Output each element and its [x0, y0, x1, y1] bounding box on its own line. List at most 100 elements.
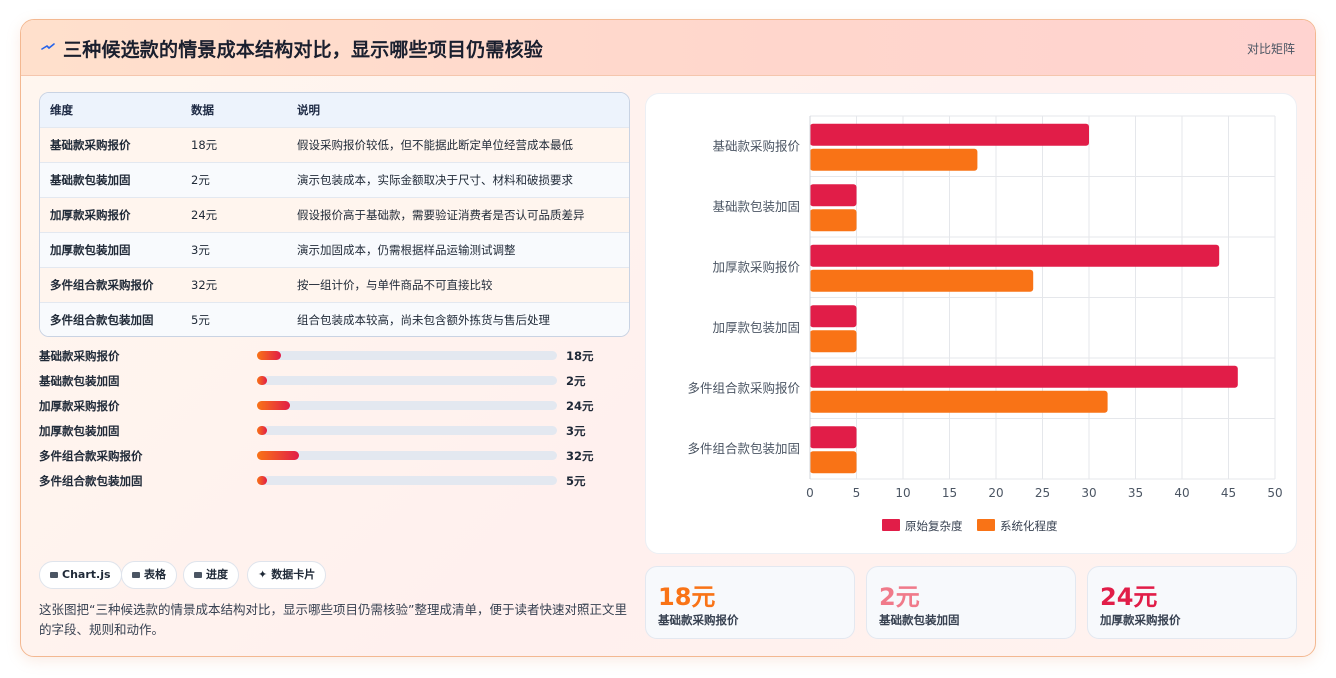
legend-swatch	[977, 519, 995, 531]
chip-table[interactable]: 表格	[121, 561, 177, 589]
table-cell: 按一组计价，与单件商品不可直接比较	[297, 278, 493, 292]
y-tick-label: 多件组合款采购报价	[687, 380, 800, 395]
data-table: 维度 数据 说明 基础款采购报价 18元 假设采购报价较低，但不能据此断定单位经…	[39, 92, 630, 337]
progress-icon	[194, 572, 202, 578]
y-tick-label: 多件组合款包装加固	[687, 441, 800, 456]
table-cell: 演示加固成本，仍需根据样品运输测试调整	[297, 243, 516, 257]
x-tick-label: 5	[853, 486, 861, 500]
stat-label: 基础款采购报价	[658, 613, 739, 627]
progress-label: 多件组合款包装加固	[39, 474, 143, 488]
bar-series-2	[810, 209, 857, 232]
table-cell: 18元	[191, 138, 218, 152]
x-tick-label: 30	[1081, 486, 1096, 500]
legend-label: 原始复杂度	[905, 519, 963, 533]
table-cell: 多件组合款采购报价	[50, 278, 154, 292]
table-cell: 3元	[191, 243, 210, 257]
progress-track	[257, 426, 557, 435]
table-row: 多件组合款采购报价 32元 按一组计价，与单件商品不可直接比较	[40, 267, 629, 302]
progress-track	[257, 476, 557, 485]
stat-label: 基础款包装加固	[879, 613, 960, 627]
progress-row: 多件组合款采购报价 32元	[39, 446, 599, 466]
table-header: 维度 数据 说明	[40, 93, 629, 127]
column-header: 说明	[297, 103, 320, 117]
bar-series-2	[810, 451, 857, 474]
chip-chartjs[interactable]: Chart.js	[39, 561, 122, 589]
progress-value: 3元	[566, 424, 586, 438]
legend-swatch	[882, 519, 900, 531]
table-row: 加厚款包装加固 3元 演示加固成本，仍需根据样品运输测试调整	[40, 232, 629, 267]
progress-fill	[257, 351, 281, 360]
stat-value: 2元	[879, 583, 920, 611]
x-tick-label: 50	[1267, 486, 1282, 500]
x-tick-label: 20	[988, 486, 1003, 500]
progress-value: 2元	[566, 374, 586, 388]
legend-label: 系统化程度	[1000, 519, 1058, 533]
progress-label: 加厚款采购报价	[39, 399, 120, 413]
table-cell: 2元	[191, 173, 210, 187]
table-row: 基础款包装加固 2元 演示包装成本，实际金额取决于尺寸、材料和破损要求	[40, 162, 629, 197]
stat-card: 24元 加厚款采购报价	[1087, 566, 1297, 639]
x-tick-label: 25	[1035, 486, 1050, 500]
table-cell: 假设采购报价较低，但不能据此断定单位经营成本最低	[297, 138, 573, 152]
column-header: 维度	[50, 103, 73, 117]
y-tick-label: 加厚款采购报价	[712, 259, 800, 274]
table-cell: 24元	[191, 208, 218, 222]
bar-series-1	[810, 365, 1238, 388]
progress-fill	[257, 476, 267, 485]
progress-label: 多件组合款采购报价	[39, 449, 143, 463]
progress-label: 基础款包装加固	[39, 374, 120, 388]
bar-series-1	[810, 123, 1089, 146]
y-tick-label: 加厚款包装加固	[712, 320, 800, 335]
chip-label: 进度	[206, 568, 228, 581]
table-row: 基础款采购报价 18元 假设采购报价较低，但不能据此断定单位经营成本最低	[40, 127, 629, 162]
progress-value: 18元	[566, 349, 594, 363]
table-cell: 组合包装成本较高，尚未包含额外拣货与售后处理	[297, 313, 550, 327]
progress-label: 基础款采购报价	[39, 349, 120, 363]
stat-value: 24元	[1100, 583, 1158, 611]
progress-value: 5元	[566, 474, 586, 488]
table-row: 多件组合款包装加固 5元 组合包装成本较高，尚未包含额外拣货与售后处理	[40, 302, 629, 336]
y-tick-label: 基础款包装加固	[712, 199, 800, 214]
stat-card: 2元 基础款包装加固	[866, 566, 1076, 639]
progress-value: 32元	[566, 449, 594, 463]
bar-series-2	[810, 148, 978, 171]
chip-data-card[interactable]: ✦ 数据卡片	[247, 561, 327, 589]
progress-label: 加厚款包装加固	[39, 424, 120, 438]
x-tick-label: 40	[1174, 486, 1189, 500]
progress-fill	[257, 401, 290, 410]
bar-chart: 0 5 10 15 20 25 30 35 40 45 50 基础款采购报价基础款包装加固加厚款采购报…	[687, 115, 1283, 533]
bar-series-1	[810, 184, 857, 207]
progress-fill	[257, 426, 267, 435]
progress-fill	[257, 376, 267, 385]
chart-icon	[50, 572, 58, 578]
progress-track	[257, 401, 557, 410]
bar-series-2	[810, 390, 1108, 413]
bar-series-2	[810, 330, 857, 353]
x-tick-label: 35	[1128, 486, 1143, 500]
chip-label: 表格	[144, 568, 166, 581]
progress-row: 加厚款包装加固 3元	[39, 421, 599, 441]
table-cell: 32元	[191, 278, 218, 292]
progress-fill	[257, 451, 299, 460]
y-tick-label: 基础款采购报价	[712, 138, 800, 153]
x-tick-label: 45	[1221, 486, 1236, 500]
progress-row: 基础款采购报价 18元	[39, 346, 599, 366]
dashboard-card: 三种候选款的情景成本结构对比，显示哪些项目仍需核验 对比矩阵 维度 数据 说明 …	[20, 19, 1316, 657]
table-cell: 加厚款采购报价	[50, 208, 131, 222]
view-label[interactable]: 对比矩阵	[1246, 42, 1295, 56]
chip-label: Chart.js	[62, 568, 111, 581]
stat-card: 18元 基础款采购报价	[645, 566, 855, 639]
bar-series-1	[810, 305, 857, 328]
chip-progress[interactable]: 进度	[183, 561, 239, 589]
stat-label: 加厚款采购报价	[1100, 613, 1181, 627]
sparkle-icon: ✦	[258, 568, 268, 581]
progress-row: 加厚款采购报价 24元	[39, 396, 599, 416]
stat-value: 18元	[658, 583, 716, 611]
table-cell: 加厚款包装加固	[50, 243, 131, 257]
bar-series-1	[810, 426, 857, 449]
table-cell: 多件组合款包装加固	[50, 313, 154, 327]
description-text: 这张图把“三种候选款的情景成本结构对比，显示哪些项目仍需核验”整理成清单，便于读…	[39, 602, 627, 637]
progress-track	[257, 351, 557, 360]
table-cell: 基础款包装加固	[50, 173, 131, 187]
table-icon	[132, 572, 140, 578]
